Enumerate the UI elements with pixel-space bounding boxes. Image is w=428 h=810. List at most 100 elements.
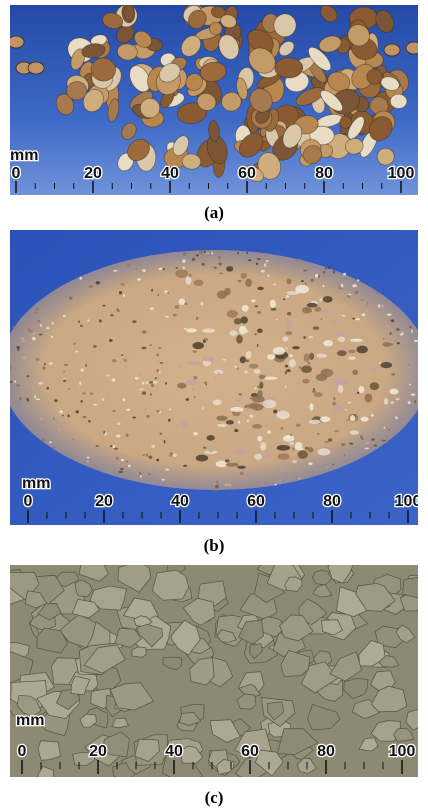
grain — [308, 447, 314, 452]
grain — [207, 435, 215, 441]
grain — [237, 252, 239, 254]
grain — [382, 338, 384, 340]
grain — [257, 311, 261, 314]
grain — [318, 274, 320, 277]
grain — [226, 266, 233, 272]
grain — [321, 368, 334, 377]
grain — [239, 326, 247, 335]
grain — [177, 383, 187, 389]
grain — [296, 424, 300, 427]
grain — [227, 310, 238, 318]
grain — [255, 333, 257, 335]
grain — [257, 344, 259, 347]
scale-label: 0 — [12, 165, 21, 182]
grain — [51, 322, 53, 325]
grain — [324, 441, 329, 443]
grain — [246, 360, 249, 362]
grain — [87, 319, 89, 321]
grain — [370, 382, 380, 390]
grain — [117, 422, 121, 425]
grain — [341, 443, 345, 446]
grain — [409, 384, 412, 386]
grain — [388, 429, 391, 432]
grain — [302, 379, 309, 384]
grain — [40, 418, 43, 420]
grain — [204, 381, 207, 384]
scale-label: 80 — [323, 493, 341, 510]
grain — [267, 354, 275, 360]
grain — [214, 490, 217, 492]
grain — [365, 393, 373, 402]
grain — [121, 354, 124, 356]
grain — [135, 377, 139, 380]
grain — [161, 479, 165, 481]
grain — [93, 404, 97, 406]
grain — [138, 374, 142, 376]
grain — [68, 414, 70, 417]
grain — [126, 408, 130, 411]
grain — [196, 455, 208, 462]
grain — [165, 382, 167, 385]
grain — [333, 405, 344, 412]
grain — [204, 251, 206, 253]
grain — [192, 258, 195, 261]
grain — [75, 351, 78, 353]
grain — [149, 456, 153, 459]
grain — [202, 407, 204, 410]
grain — [137, 278, 141, 280]
grain — [273, 347, 285, 355]
grain — [334, 377, 348, 386]
grain — [151, 445, 155, 448]
grain — [348, 402, 352, 404]
grain — [411, 330, 413, 333]
grain — [277, 453, 289, 459]
grain — [229, 330, 238, 335]
grain — [79, 382, 81, 385]
scale-label: 0 — [24, 493, 33, 510]
grain — [240, 472, 244, 476]
grain — [85, 364, 88, 367]
scale-label: 60 — [241, 743, 259, 760]
grain — [123, 294, 125, 297]
grain — [44, 363, 46, 365]
grain — [124, 477, 126, 479]
grain — [289, 354, 293, 357]
grain — [283, 298, 285, 300]
grain — [361, 299, 363, 301]
grain — [313, 327, 319, 330]
grain — [173, 314, 177, 317]
grain — [257, 287, 264, 291]
grain — [153, 333, 156, 335]
grain — [125, 461, 128, 463]
figure: mm020406080100 mm020406080100 mm02040608… — [0, 0, 428, 810]
grain — [338, 337, 345, 342]
grain — [391, 319, 394, 322]
grain — [218, 256, 221, 260]
grain — [298, 450, 308, 459]
grain — [245, 279, 252, 287]
grain — [40, 324, 42, 327]
grain — [132, 417, 136, 419]
grain — [177, 261, 179, 264]
grain — [78, 321, 80, 323]
grain — [344, 454, 346, 457]
grain — [348, 294, 351, 296]
grain — [156, 410, 159, 413]
grain — [414, 400, 416, 403]
grain — [338, 285, 340, 288]
grain — [173, 454, 177, 457]
grain — [214, 377, 216, 380]
grain — [22, 356, 26, 359]
grain — [309, 336, 313, 338]
scale-label: 80 — [315, 165, 333, 182]
grain — [36, 399, 40, 401]
grain — [257, 436, 262, 442]
grain — [146, 453, 148, 456]
grain — [387, 313, 391, 315]
grain — [142, 269, 146, 272]
grain — [246, 407, 249, 410]
scale-label: 20 — [84, 165, 102, 182]
grain — [175, 305, 179, 309]
grain — [109, 339, 113, 342]
grain — [182, 259, 185, 263]
